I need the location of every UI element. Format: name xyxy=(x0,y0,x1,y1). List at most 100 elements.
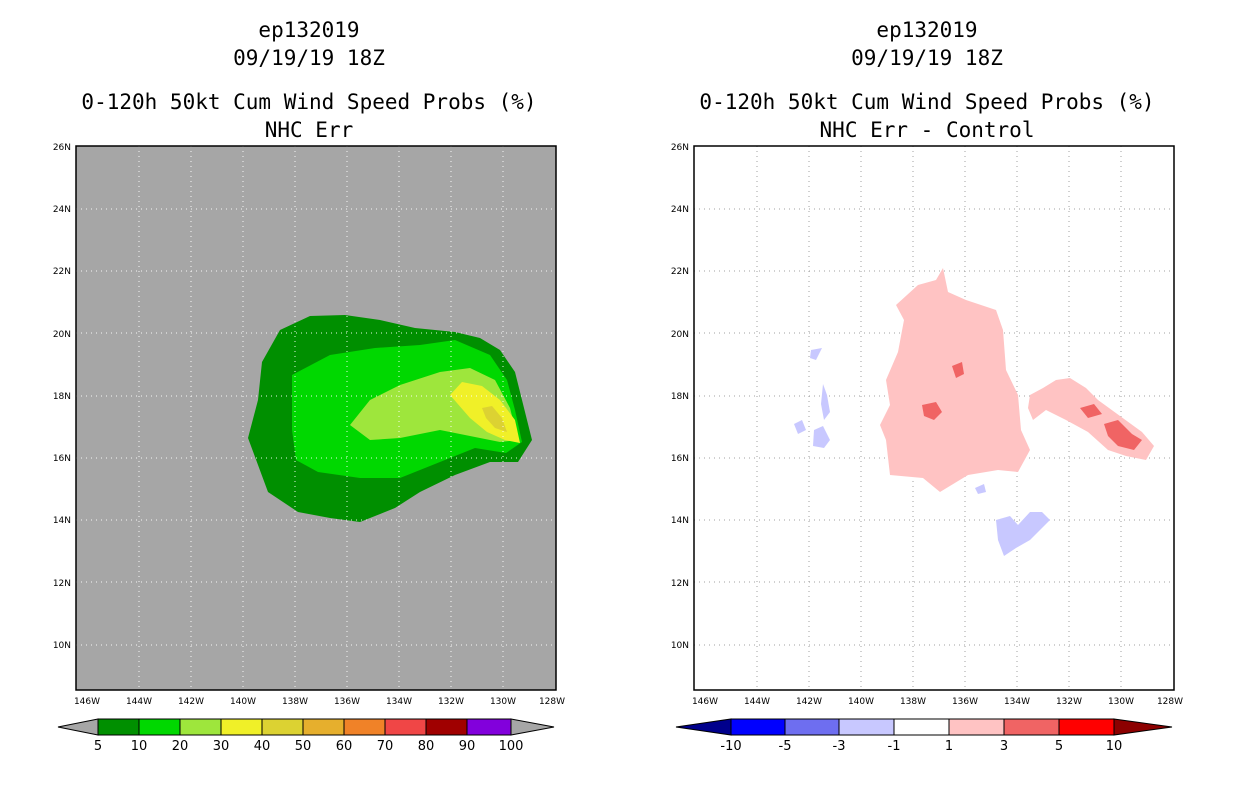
right-title-line2: NHC Err - Control xyxy=(819,118,1035,142)
right-colorbar-swatch xyxy=(838,718,895,736)
left-lon-label: 132W xyxy=(438,697,464,707)
left-colorbar-swatch xyxy=(97,718,140,736)
diff-negative xyxy=(810,348,822,360)
left-lon-label: 128W xyxy=(539,697,565,707)
right-map-border xyxy=(693,145,1175,691)
right-colorbar-label: 5 xyxy=(1055,739,1063,754)
right-panel: ep132019 09/19/19 18Z 0-120h 50kt Cum Wi… xyxy=(618,0,1236,800)
left-lon-label: 144W xyxy=(126,697,152,707)
diff-negative xyxy=(813,426,830,448)
left-lon-label: 138W xyxy=(282,697,308,707)
diff-negative xyxy=(821,384,830,420)
right-lon-label: 140W xyxy=(848,697,874,707)
left-lat-label: 10N xyxy=(53,641,71,651)
left-datetime: 09/19/19 18Z xyxy=(233,46,385,70)
left-colorbar-swatch xyxy=(343,718,386,736)
left-lon-label: 134W xyxy=(386,697,412,707)
right-lon-label: 134W xyxy=(1004,697,1030,707)
left-colorbar-label: 10 xyxy=(131,739,148,754)
right-lat-label: 10N xyxy=(671,641,689,651)
left-colorbar-swatch xyxy=(302,718,345,736)
left-lat-label: 14N xyxy=(53,516,71,526)
left-colorbar-swatch xyxy=(466,718,512,736)
right-lat-label: 26N xyxy=(671,143,689,153)
left-lon-label: 140W xyxy=(230,697,256,707)
left-map-border xyxy=(75,145,557,691)
right-colorbar-swatch xyxy=(1058,718,1115,736)
left-colorbar-label: 70 xyxy=(377,739,394,754)
right-colorbar xyxy=(675,718,1173,736)
right-lon-label: 138W xyxy=(900,697,926,707)
right-colorbar-swatch xyxy=(1003,718,1060,736)
left-map: 26N 24N 22N 20N 18N 16N 14N 12N 10N 146W… xyxy=(53,143,565,754)
right-lat-label: 24N xyxy=(671,205,689,215)
left-colorbar-high-end xyxy=(510,718,555,736)
right-lon-label: 136W xyxy=(952,697,978,707)
left-colorbar-swatch xyxy=(179,718,222,736)
left-colorbar-swatch xyxy=(138,718,181,736)
right-colorbar-swatch xyxy=(948,718,1005,736)
left-colorbar-label: 90 xyxy=(459,739,476,754)
diff-positive-strong xyxy=(1104,420,1142,450)
diff-negative xyxy=(975,484,986,494)
prob-contour-40 xyxy=(482,406,507,432)
right-grid xyxy=(694,146,1174,690)
left-lat-label: 22N xyxy=(53,267,71,277)
right-lon-label: 130W xyxy=(1108,697,1134,707)
left-lon-label: 130W xyxy=(490,697,516,707)
right-lon-label: 146W xyxy=(692,697,718,707)
diff-positive-strong xyxy=(1080,404,1102,418)
right-lon-label: 144W xyxy=(744,697,770,707)
left-lat-label: 16N xyxy=(53,454,71,464)
left-colorbar-label: 100 xyxy=(499,739,524,754)
right-lon-label: 142W xyxy=(796,697,822,707)
right-colorbar-label: 10 xyxy=(1106,739,1123,754)
right-colorbar-label: 3 xyxy=(1000,739,1008,754)
left-storm-id: ep132019 xyxy=(258,18,360,42)
left-title-line1: 0-120h 50kt Cum Wind Speed Probs (%) xyxy=(81,90,537,114)
right-storm-id: ep132019 xyxy=(876,18,978,42)
right-lat-label: 14N xyxy=(671,516,689,526)
left-title-line2: NHC Err xyxy=(264,118,354,142)
right-colorbar-label: -3 xyxy=(833,739,846,754)
left-lat-label: 18N xyxy=(53,392,71,402)
left-colorbar-label: 80 xyxy=(418,739,435,754)
right-colorbar-swatch xyxy=(893,718,950,736)
left-colorbar-label: 5 xyxy=(94,739,102,754)
left-lon-label: 142W xyxy=(178,697,204,707)
left-colorbar-low-end xyxy=(57,718,99,736)
right-colorbar-swatch xyxy=(730,718,786,736)
right-lon-label: 132W xyxy=(1056,697,1082,707)
left-lon-label: 136W xyxy=(334,697,360,707)
left-panel: ep132019 09/19/19 18Z 0-120h 50kt Cum Wi… xyxy=(53,18,565,754)
left-lat-label: 26N xyxy=(53,143,71,153)
right-datetime: 09/19/19 18Z xyxy=(851,46,1003,70)
diff-negative xyxy=(794,420,806,434)
right-colorbar-label: -5 xyxy=(779,739,792,754)
diff-positive-main xyxy=(880,268,1030,492)
left-colorbar-label: 20 xyxy=(172,739,189,754)
right-map: 26N 24N 22N 20N 18N 16N 14N 12N 10N 146W… xyxy=(671,143,1183,754)
right-colorbar-swatch xyxy=(784,718,840,736)
left-grid xyxy=(76,146,556,690)
diff-positive-strong xyxy=(952,362,964,378)
right-title-line1: 0-120h 50kt Cum Wind Speed Probs (%) xyxy=(699,90,1155,114)
left-colorbar-label: 60 xyxy=(336,739,353,754)
right-colorbar-high-end xyxy=(1113,718,1173,736)
left-colorbar-label: 50 xyxy=(295,739,312,754)
left-colorbar xyxy=(57,718,555,736)
right-colorbar-low-end xyxy=(675,718,732,736)
right-colorbar-label: -1 xyxy=(888,739,901,754)
diff-negative xyxy=(996,512,1050,556)
right-lat-label: 20N xyxy=(671,330,689,340)
left-lat-label: 24N xyxy=(53,205,71,215)
right-colorbar-label: -10 xyxy=(720,739,741,754)
right-lat-label: 16N xyxy=(671,454,689,464)
left-colorbar-swatch xyxy=(425,718,468,736)
left-lat-label: 12N xyxy=(53,579,71,589)
left-colorbar-swatch xyxy=(220,718,263,736)
left-colorbar-label: 30 xyxy=(213,739,230,754)
right-lat-label: 12N xyxy=(671,579,689,589)
right-lon-label: 128W xyxy=(1157,697,1183,707)
right-lat-label: 18N xyxy=(671,392,689,402)
